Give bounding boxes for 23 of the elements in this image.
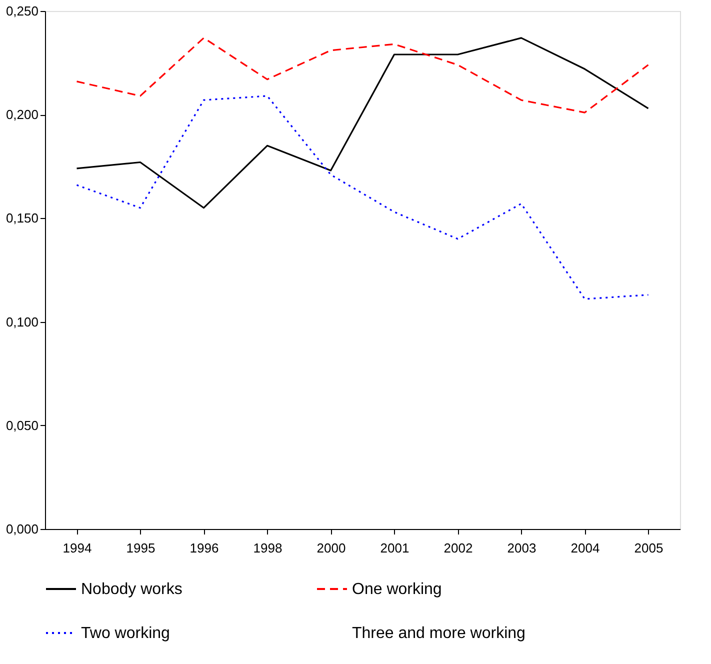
y-tick-label: 0,050: [6, 418, 38, 433]
y-tick-label: 0,100: [6, 314, 38, 330]
text: Three and more working: [352, 625, 526, 642]
x-tick-label: 2004: [570, 540, 600, 556]
line-series: [76, 37, 650, 114]
x-tick-label: 2001: [380, 540, 410, 556]
legend-label: Two working: [81, 625, 170, 642]
x-tick-label: 2003: [507, 540, 536, 556]
legend-label: One working: [352, 581, 442, 598]
line-series: [76, 37, 650, 209]
x-tick-label: 2005: [634, 540, 664, 556]
x-tick-label: 2000: [316, 540, 346, 556]
legend-label: Nobody works: [81, 581, 182, 598]
y-tick-label: 0,000: [6, 522, 38, 536]
x-tick-label: 2002: [444, 540, 473, 556]
y-tick-label: 0,150: [6, 210, 38, 226]
y-tick-label: 0,250: [6, 4, 38, 18]
x-tick-label: 1996: [190, 540, 219, 556]
line-series: [76, 95, 650, 300]
x-tick-label: 1998: [253, 540, 282, 556]
y-tick-label: 0,200: [6, 107, 38, 122]
x-tick-label: 1994: [62, 540, 92, 556]
x-tick-label: 1995: [126, 540, 156, 556]
